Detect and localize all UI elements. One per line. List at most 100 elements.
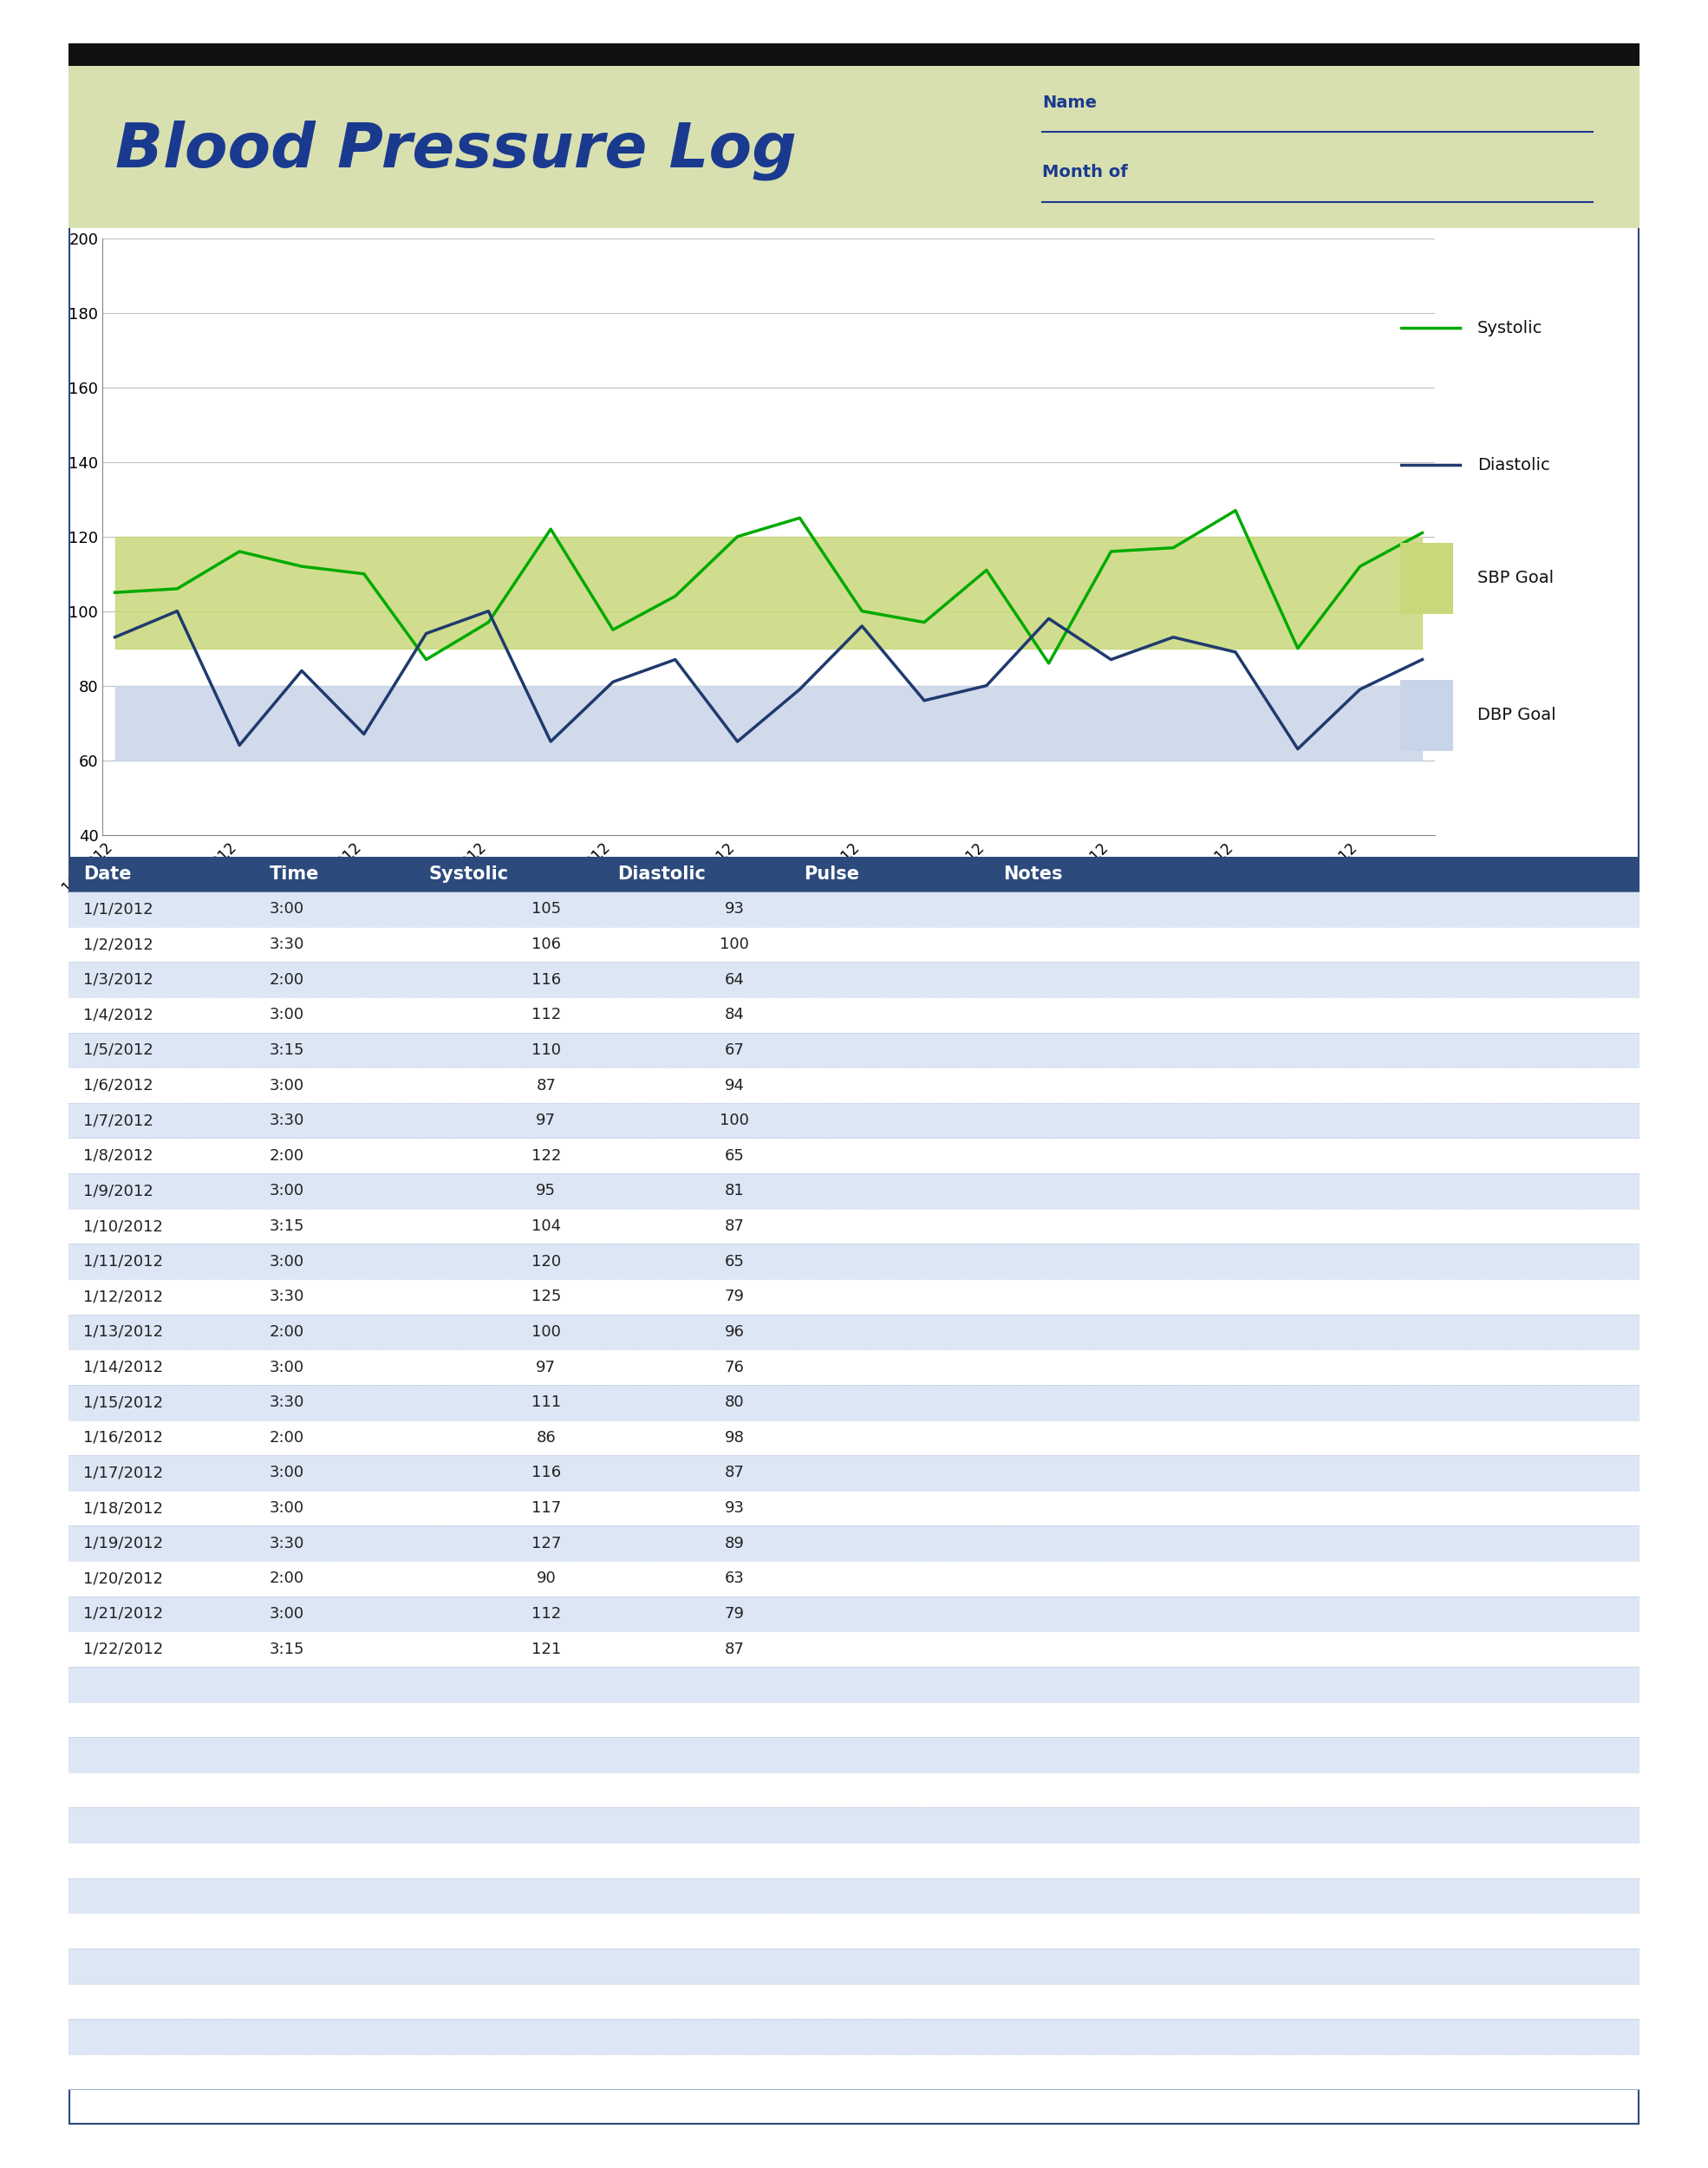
Bar (68, 1877, 1640, 1912)
Bar (68, 997, 1640, 1032)
Text: 116: 116 (531, 971, 560, 986)
Text: 1/15/2012: 1/15/2012 (84, 1394, 164, 1409)
Text: 86: 86 (536, 1431, 555, 1446)
Text: 1/12/2012: 1/12/2012 (84, 1290, 164, 1305)
Bar (68, 1914, 1640, 1949)
Bar (68, 856, 1640, 891)
Text: 76: 76 (724, 1359, 745, 1375)
Text: Date: Date (84, 865, 132, 882)
Bar (68, 1420, 1640, 1455)
Text: 116: 116 (531, 1466, 560, 1481)
Text: Diastolic: Diastolic (1477, 457, 1549, 473)
Text: 111: 111 (531, 1394, 560, 1409)
Text: 1/21/2012: 1/21/2012 (84, 1606, 164, 1622)
Text: 105: 105 (531, 902, 560, 917)
Text: 3:30: 3:30 (270, 1535, 304, 1550)
Text: 65: 65 (724, 1149, 745, 1164)
Bar (68, 1210, 1640, 1244)
Text: 3:00: 3:00 (270, 1466, 304, 1481)
Text: 110: 110 (531, 1043, 560, 1058)
Text: 96: 96 (724, 1325, 745, 1340)
Text: 98: 98 (724, 1431, 745, 1446)
Text: 100: 100 (719, 937, 750, 952)
Bar (68, 1492, 1640, 1526)
Text: 1/6/2012: 1/6/2012 (84, 1077, 154, 1093)
Bar (68, 1984, 1640, 2018)
Bar (68, 1279, 1640, 1314)
Bar (68, 1138, 1640, 1173)
Text: Blood Pressure Log: Blood Pressure Log (116, 119, 798, 180)
Text: Diastolic: Diastolic (618, 865, 705, 882)
Text: 1/5/2012: 1/5/2012 (84, 1043, 154, 1058)
Text: 79: 79 (724, 1606, 745, 1622)
Bar (68, 1067, 1640, 1104)
Text: 2:00: 2:00 (270, 1572, 304, 1587)
Text: Notes: Notes (1004, 865, 1062, 882)
Text: 3:00: 3:00 (270, 1359, 304, 1375)
Text: 1/22/2012: 1/22/2012 (84, 1641, 164, 1656)
Text: Systolic: Systolic (429, 865, 509, 882)
Bar (68, 1173, 1640, 1210)
Text: 63: 63 (724, 1572, 745, 1587)
Text: 3:30: 3:30 (270, 1394, 304, 1409)
Text: 93: 93 (724, 902, 745, 917)
Text: 2:00: 2:00 (270, 1325, 304, 1340)
Text: 1/11/2012: 1/11/2012 (84, 1253, 164, 1268)
Bar (1401, 681, 1454, 750)
Bar (68, 1596, 1640, 1630)
Text: 89: 89 (724, 1535, 745, 1550)
Text: Name: Name (1042, 93, 1097, 111)
Text: 1/16/2012: 1/16/2012 (84, 1431, 164, 1446)
Bar (68, 1348, 1640, 1385)
Bar (68, 1561, 1640, 1596)
Text: 1/4/2012: 1/4/2012 (84, 1008, 154, 1023)
Text: 87: 87 (724, 1641, 745, 1656)
Text: 104: 104 (531, 1218, 560, 1234)
Text: 3:15: 3:15 (270, 1043, 304, 1058)
Text: 2:00: 2:00 (270, 1149, 304, 1164)
Text: 3:00: 3:00 (270, 1077, 304, 1093)
Bar (68, 1773, 1640, 1808)
Bar (68, 928, 1640, 963)
Text: 121: 121 (531, 1641, 560, 1656)
Text: 87: 87 (536, 1077, 555, 1093)
Text: 94: 94 (724, 1077, 745, 1093)
Text: 3:00: 3:00 (270, 1184, 304, 1199)
Text: Time: Time (270, 865, 319, 882)
Text: 80: 80 (724, 1394, 745, 1409)
Bar (68, 1808, 1640, 1843)
Text: 127: 127 (531, 1535, 560, 1550)
Bar (68, 1032, 1640, 1069)
Text: 81: 81 (724, 1184, 745, 1199)
Bar (68, 891, 1640, 928)
Text: 1/7/2012: 1/7/2012 (84, 1112, 154, 1127)
Text: 112: 112 (531, 1606, 560, 1622)
Text: 1/9/2012: 1/9/2012 (84, 1184, 154, 1199)
Text: 3:00: 3:00 (270, 1253, 304, 1268)
Text: 1/3/2012: 1/3/2012 (84, 971, 154, 986)
Text: 2:00: 2:00 (270, 1431, 304, 1446)
Text: 100: 100 (531, 1325, 560, 1340)
Text: 97: 97 (536, 1112, 557, 1127)
Text: Systolic: Systolic (1477, 319, 1542, 336)
Text: 3:15: 3:15 (270, 1218, 304, 1234)
Text: 112: 112 (531, 1008, 560, 1023)
Text: 1/18/2012: 1/18/2012 (84, 1500, 164, 1515)
Bar (68, 1630, 1640, 1667)
Text: 120: 120 (531, 1253, 560, 1268)
Bar (68, 1949, 1640, 1984)
Bar (68, 1244, 1640, 1279)
Text: 3:30: 3:30 (270, 937, 304, 952)
Text: Month of: Month of (1042, 165, 1129, 180)
Bar (68, 1314, 1640, 1348)
Text: 1/1/2012: 1/1/2012 (84, 902, 154, 917)
Bar (68, 1455, 1640, 1492)
Text: 90: 90 (536, 1572, 555, 1587)
Text: 97: 97 (536, 1359, 557, 1375)
Bar (68, 1843, 1640, 1877)
Text: 87: 87 (724, 1466, 745, 1481)
Text: 1/10/2012: 1/10/2012 (84, 1218, 162, 1234)
Text: Pulse: Pulse (804, 865, 859, 882)
Text: 95: 95 (536, 1184, 557, 1199)
Text: DBP Goal: DBP Goal (1477, 707, 1556, 724)
